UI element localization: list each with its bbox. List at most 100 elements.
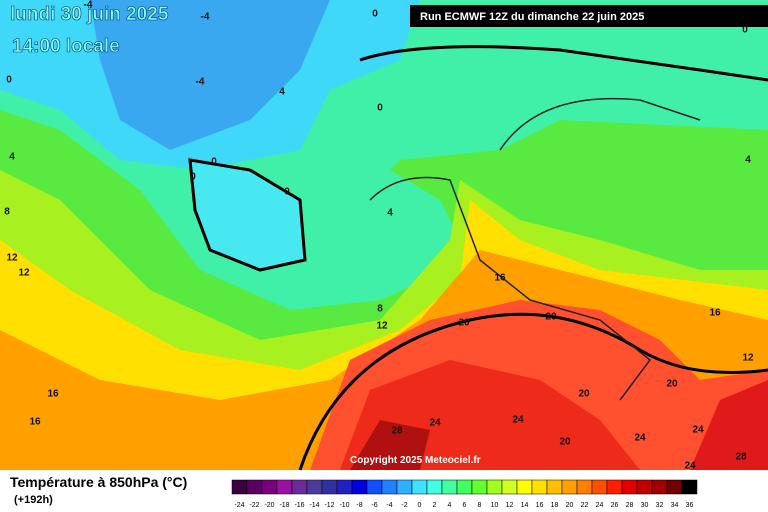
colorbar-swatch (441, 479, 458, 495)
contour-label: 20 (666, 379, 678, 390)
contour-label: 24 (512, 415, 524, 426)
colorbar-swatch (351, 479, 368, 495)
contour-label: 12 (742, 353, 754, 364)
contour-label: 12 (376, 321, 388, 332)
copyright: Copyright 2025 Meteociel.fr (350, 455, 481, 466)
colorbar-label: 26 (611, 502, 619, 509)
colorbar-swatch (426, 479, 443, 495)
colorbar-label: 14 (521, 502, 529, 509)
contour-label: 0 (372, 9, 378, 20)
contour-label: 0 (211, 157, 217, 168)
colorbar-swatch (456, 479, 473, 495)
contour-label: 8 (4, 207, 10, 218)
contour-label: 0 (190, 172, 196, 183)
colorbar-swatch (486, 479, 503, 495)
colorbar-swatch (291, 479, 308, 495)
colorbar-swatch (366, 479, 383, 495)
contour-label: 12 (6, 253, 18, 264)
contour-label: 24 (684, 461, 696, 472)
colorbar-swatch (336, 479, 353, 495)
colorbar-label: -8 (356, 502, 362, 509)
colorbar-label: 30 (641, 502, 649, 509)
contour-label: 20 (559, 437, 571, 448)
contour-label: 20 (545, 312, 557, 323)
contour-label: 20 (458, 318, 470, 329)
colorbar-label: -14 (309, 502, 319, 509)
colorbar-label: 18 (551, 502, 559, 509)
contour-label: 24 (429, 418, 441, 429)
contour-label: -4 (196, 77, 205, 88)
colorbar-swatch (651, 479, 668, 495)
colorbar-label: -22 (249, 502, 259, 509)
colorbar-swatch (276, 479, 293, 495)
contour-label: 24 (692, 425, 704, 436)
contour-label: 28 (391, 426, 403, 437)
colorbar-swatch (681, 479, 698, 495)
colorbar-swatch (381, 479, 398, 495)
colorbar-swatch (306, 479, 323, 495)
colorbar-label: -6 (371, 502, 377, 509)
colorbar-swatch (666, 479, 683, 495)
colorbar-label: 20 (566, 502, 574, 509)
time-text: 14:00 locale (12, 36, 120, 57)
legend-subtitle: (+192h) (14, 494, 53, 506)
colorbar-swatch (636, 479, 653, 495)
colorbar-swatch (606, 479, 623, 495)
colorbar-label: 16 (536, 502, 544, 509)
colorbar-swatch (396, 479, 413, 495)
colorbar-label: 2 (433, 502, 437, 509)
colorbar-label: 34 (671, 502, 679, 509)
colorbar-label: -12 (324, 502, 334, 509)
colorbar-label: -16 (294, 502, 304, 509)
colorbar-label: 24 (596, 502, 604, 509)
colorbar-label: 6 (463, 502, 467, 509)
contour-label: 24 (634, 433, 646, 444)
colorbar-label: 22 (581, 502, 589, 509)
colorbar-swatch (471, 479, 488, 495)
colorbar: -24 -22 -20 -18 -16 -14 -12 -10 -8 -6 -4 -2 0 2 4 6 8 10 1… (231, 479, 698, 509)
contour-label: 28 (735, 452, 747, 463)
colorbar-label: -24 (234, 502, 244, 509)
contour-label: 16 (709, 308, 721, 319)
colorbar-swatch (531, 479, 548, 495)
colorbar-swatch (591, 479, 608, 495)
colorbar-swatch (561, 479, 578, 495)
colorbar-swatch (501, 479, 518, 495)
contour-label: 12 (18, 268, 30, 279)
colorbar-label: 12 (506, 502, 514, 509)
contour-label: 4 (9, 152, 15, 163)
colorbar-label: -4 (386, 502, 392, 509)
colorbar-label: 4 (448, 502, 452, 509)
colorbar-label: 0 (418, 502, 422, 509)
colorbar-label: -20 (264, 502, 274, 509)
legend-title: Température à 850hPa (°C) (10, 474, 187, 490)
colorbar-label: 28 (626, 502, 634, 509)
colorbar-label: 10 (491, 502, 499, 509)
colorbar-swatch (576, 479, 593, 495)
contour-label: 0 (6, 75, 12, 86)
contour-label: 20 (578, 389, 590, 400)
colorbar-swatch (411, 479, 428, 495)
colorbar-label: -10 (339, 502, 349, 509)
contour-label: 16 (47, 389, 59, 400)
contour-label: 16 (29, 417, 41, 428)
contour-label: 0 (742, 25, 748, 36)
contour-label: 0 (377, 103, 383, 114)
contour-label: -4 (201, 12, 210, 23)
colorbar-swatch (261, 479, 278, 495)
contour-label: 8 (377, 304, 383, 315)
run-text: Run ECMWF 12Z du dimanche 22 juin 2025 (420, 11, 644, 23)
colorbar-swatch (321, 479, 338, 495)
colorbar-swatch (516, 479, 533, 495)
colorbar-swatch (546, 479, 563, 495)
date-text: lundi 30 juin 2025 (10, 4, 169, 25)
colorbar-label: -2 (401, 502, 407, 509)
contour-label: 0 (284, 187, 290, 198)
colorbar-label: 8 (478, 502, 482, 509)
colorbar-label: 36 (686, 502, 694, 509)
contour-label: 4 (745, 155, 751, 166)
colorbar-label: 32 (656, 502, 664, 509)
run-banner (410, 5, 768, 27)
